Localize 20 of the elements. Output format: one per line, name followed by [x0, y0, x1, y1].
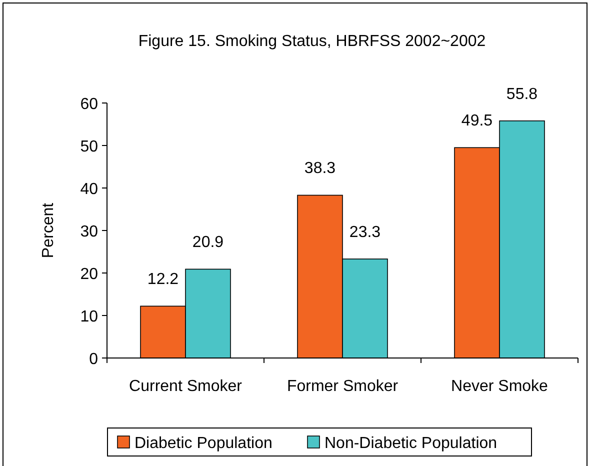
chart-title: Figure 15. Smoking Status, HBRFSS 2002~2002: [138, 33, 486, 50]
x-tick-label: Current Smoker: [129, 378, 243, 395]
y-tick-label: 0: [89, 351, 98, 368]
y-tick-label: 50: [80, 138, 98, 156]
y-axis-title: Percent: [40, 202, 57, 258]
y-tick-label: 30: [80, 224, 98, 240]
y-tick-label: 60: [80, 96, 98, 113]
y-tick-label: 40: [80, 181, 98, 198]
legend-label: Non-Diabetic Population: [324, 435, 498, 452]
legend-label: Diabetic Population: [134, 435, 272, 452]
x-tick-label: Never Smoke: [451, 378, 548, 395]
data-label: 20.9: [192, 234, 224, 252]
data-label: 38.3: [304, 160, 336, 178]
data-label: 55.8: [506, 86, 538, 103]
data-label: 23.3: [349, 224, 381, 241]
y-tick-label: 20: [80, 266, 98, 283]
data-label: 49.5: [461, 112, 493, 130]
y-tick-label: 10: [80, 308, 98, 326]
x-tick-label: Former Smoker: [286, 378, 399, 395]
data-label: 12.2: [147, 271, 179, 288]
